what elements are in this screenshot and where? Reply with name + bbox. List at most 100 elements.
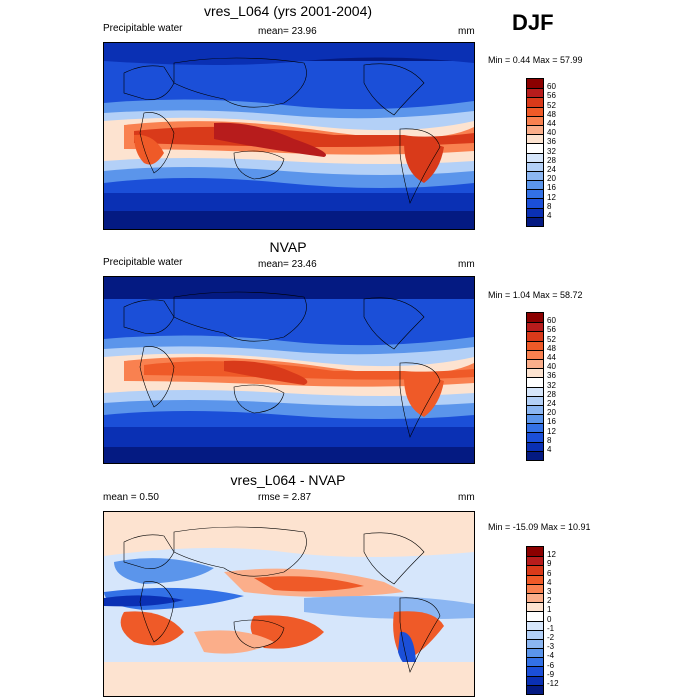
colorbar-2-tick-label: 32	[547, 380, 556, 390]
colorbar-3-swatch	[527, 565, 543, 575]
panel-2-units: mm	[458, 259, 475, 270]
panel-3-minmax: Min = -15.09 Max = 10.91	[488, 522, 591, 532]
colorbar-2-tick-label: 8	[547, 435, 552, 445]
colorbar-3-swatch	[527, 657, 543, 667]
colorbar-3-swatch	[527, 684, 543, 694]
colorbar-3-tick-label: -9	[547, 669, 555, 679]
colorbar-3-tick-label: -1	[547, 623, 555, 633]
colorbar-3-tick-label: -2	[547, 633, 555, 642]
colorbar-2-tick-label: 60	[547, 316, 556, 326]
colorbar-2-swatch	[527, 358, 543, 369]
panel-3-units: mm	[458, 492, 475, 503]
colorbar-3-swatch	[527, 547, 543, 557]
panel-2-colorbar	[526, 312, 544, 461]
colorbar-1-tick-label: 28	[547, 155, 556, 165]
panel-3-mean-label: mean = 0.50	[103, 492, 159, 503]
panel-3-map-svg	[104, 512, 474, 696]
colorbar-3-tick-label: -4	[547, 651, 555, 661]
colorbar-3-tick-label: 6	[547, 568, 552, 578]
colorbar-1-swatch	[527, 79, 543, 89]
colorbar-2-tick-label: 28	[547, 389, 556, 399]
colorbar-3-tick-label: -12	[547, 679, 559, 688]
panel-1-colorbar	[526, 78, 544, 227]
colorbar-1-tick-label: 48	[547, 109, 556, 119]
panel-3-rmse-label: rmse = 2.87	[258, 492, 312, 503]
colorbar-1-swatch	[527, 106, 543, 116]
colorbar-2-tick-label: 16	[547, 417, 556, 427]
colorbar-1-swatch	[527, 115, 543, 125]
colorbar-1-swatch	[527, 161, 543, 171]
colorbar-1-swatch	[527, 134, 543, 144]
panel-2-variable-label: Precipitable water	[103, 257, 183, 268]
panel-1-map-svg	[104, 43, 474, 229]
panel-1-mean-label: mean= 23.96	[258, 26, 317, 37]
panel-2-title: NVAP	[269, 239, 307, 255]
colorbar-2-swatch	[527, 313, 543, 323]
colorbar-1-swatch	[527, 216, 543, 226]
panel-3-title: vres_L064 - NVAP	[230, 472, 346, 488]
colorbar-1-tick-label: 60	[547, 82, 556, 92]
colorbar-2-tick-label: 40	[547, 362, 556, 372]
panel-1-minmax: Min = 0.44 Max = 57.99	[488, 55, 583, 65]
colorbar-1-tick-label: 12	[547, 192, 556, 202]
colorbar-1-swatch	[527, 88, 543, 98]
colorbar-3-tick-label: 12	[547, 550, 556, 560]
colorbar-2-swatch	[527, 340, 543, 350]
colorbar-3-swatch	[527, 592, 543, 603]
colorbar-2-swatch	[527, 322, 543, 332]
colorbar-3-swatch	[527, 675, 543, 685]
colorbar-2-swatch	[527, 432, 543, 442]
season-label: DJF	[512, 10, 554, 35]
colorbar-1-swatch	[527, 152, 543, 162]
colorbar-2-tick-label: 44	[547, 353, 556, 362]
colorbar-1-swatch	[527, 180, 543, 190]
colorbar-1-tick-label: 36	[547, 137, 556, 147]
colorbar-1-swatch	[527, 124, 543, 135]
colorbar-3-swatch	[527, 648, 543, 658]
colorbar-3-tick-label: 0	[547, 614, 552, 624]
colorbar-3-swatch	[527, 638, 543, 649]
colorbar-2-tick-label: 4	[547, 445, 552, 454]
colorbar-1-swatch	[527, 189, 543, 199]
colorbar-2-tick-label: 36	[547, 371, 556, 381]
colorbar-1-swatch	[527, 97, 543, 107]
colorbar-1-tick-label: 4	[547, 211, 552, 220]
colorbar-3-tick-label: 3	[547, 587, 552, 596]
colorbar-2-swatch	[527, 423, 543, 433]
colorbar-3-tick-label: 9	[547, 559, 552, 569]
colorbar-3-swatch	[527, 583, 543, 593]
colorbar-2-swatch	[527, 395, 543, 405]
panel-2-map-svg	[104, 277, 474, 463]
colorbar-2-tick-label: 20	[547, 408, 556, 418]
panel-2-mean-label: mean= 23.46	[258, 259, 317, 270]
colorbar-1-tick-label: 16	[547, 183, 556, 193]
panel-3-colorbar	[526, 546, 544, 695]
colorbar-2-swatch	[527, 441, 543, 451]
colorbar-1-tick-label: 56	[547, 91, 556, 101]
panel-1-variable-label: Precipitable water	[103, 23, 183, 34]
colorbar-3-tick-label: 2	[547, 596, 552, 606]
colorbar-2-swatch	[527, 368, 543, 378]
colorbar-1-tick-label: 32	[547, 146, 556, 156]
colorbar-3-swatch	[527, 611, 543, 621]
panel-2-minmax: Min = 1.04 Max = 58.72	[488, 290, 583, 300]
colorbar-3-swatch	[527, 620, 543, 630]
colorbar-3-swatch	[527, 556, 543, 566]
colorbar-1-swatch	[527, 207, 543, 217]
panel-2-map	[103, 276, 475, 464]
colorbar-1-tick-label: 8	[547, 201, 552, 211]
colorbar-1-tick-label: 44	[547, 119, 556, 128]
colorbar-1-tick-label: 24	[547, 165, 556, 174]
colorbar-3-tick-label: 1	[547, 605, 552, 615]
colorbar-2-tick-label: 48	[547, 343, 556, 353]
colorbar-1-tick-label: 52	[547, 100, 556, 110]
colorbar-3-tick-label: -6	[547, 660, 555, 670]
colorbar-2-swatch	[527, 414, 543, 424]
colorbar-3-swatch	[527, 574, 543, 584]
colorbar-2-swatch	[527, 386, 543, 396]
colorbar-2-swatch	[527, 377, 543, 387]
panel-1-map	[103, 42, 475, 230]
colorbar-3-swatch	[527, 629, 543, 639]
colorbar-2-tick-label: 52	[547, 334, 556, 344]
colorbar-3-tick-label: 4	[547, 577, 552, 587]
